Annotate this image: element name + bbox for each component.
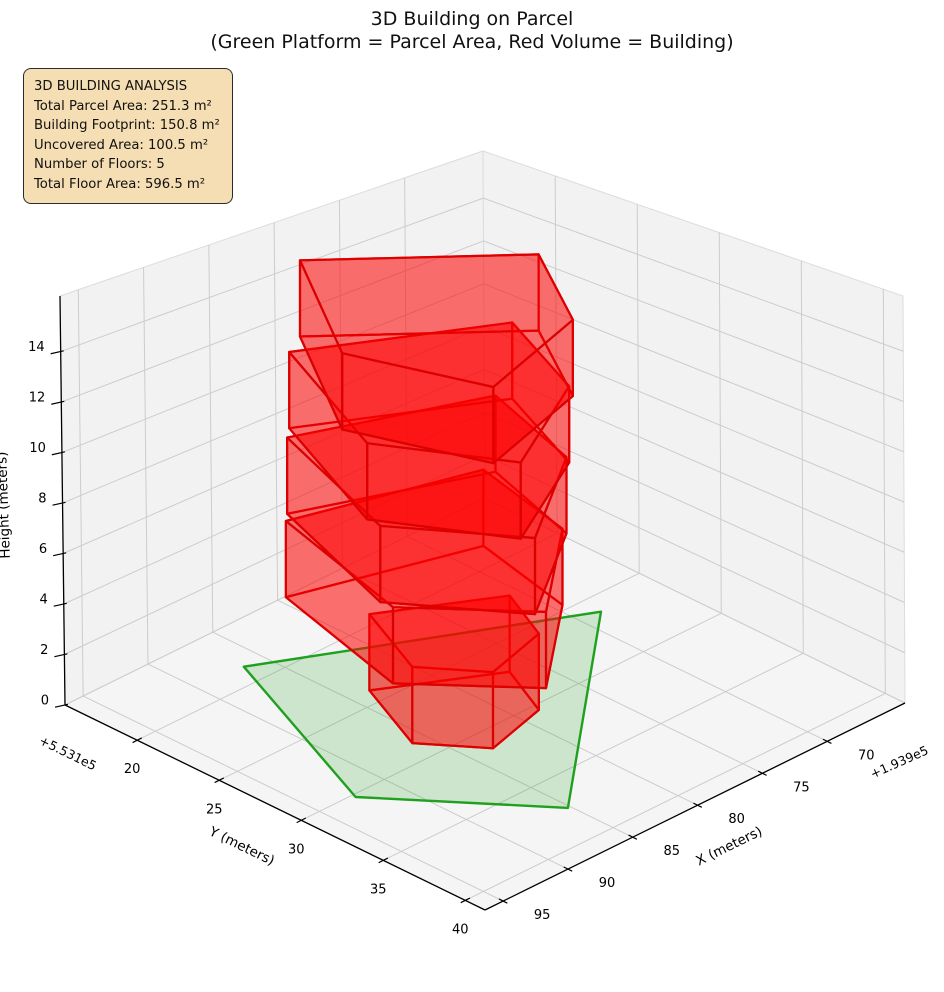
- z-tick-mark: [51, 400, 65, 405]
- z-tick-mark: [54, 703, 69, 708]
- grid-line-z-right: [483, 240, 904, 402]
- info-box-line-floor-area: Total Floor Area: 596.5 m²: [34, 176, 206, 192]
- x-axis-spine: [484, 702, 906, 911]
- grid-line-x-wall: [273, 222, 279, 601]
- grid-line-z-left: [60, 197, 484, 353]
- grid-line-z-right: [484, 411, 905, 603]
- grid-line-y-floor: [136, 532, 558, 741]
- grid-line-x-floor: [277, 599, 698, 806]
- grid-line-z-right: [484, 369, 905, 553]
- grid-line-z-left: [61, 240, 484, 403]
- grid-line-y-floor: [383, 652, 804, 861]
- y-tick-label: 35: [370, 882, 387, 897]
- x-tick-label: 70: [858, 748, 875, 763]
- grid-line-x-floor: [407, 535, 828, 742]
- y-axis-spine: [64, 704, 486, 911]
- z-tick-label: 2: [40, 643, 48, 658]
- grid-line-z-left: [62, 369, 485, 554]
- grid-line-z-right: [483, 283, 904, 453]
- z-tick-mark: [53, 552, 67, 557]
- plot-title-line1: 3D Building on Parcel: [370, 8, 574, 30]
- y-axis-offset-text: +5.531e5: [37, 733, 99, 774]
- z-tick-label: 12: [29, 391, 46, 406]
- y-axis-label: Y (meters): [206, 823, 277, 869]
- grid-line-y-wall: [882, 289, 886, 694]
- info-box-title: 3D BUILDING ANALYSIS: [34, 79, 188, 94]
- building-floor2-side-face: [391, 606, 548, 690]
- grid-line-y-floor: [301, 612, 722, 821]
- analysis-info-box: 3D BUILDING ANALYSIS Total Parcel Area: …: [23, 68, 233, 204]
- z-tick-label: 6: [39, 542, 47, 557]
- grid-line-y-wall: [554, 175, 558, 534]
- y-tick-mark: [378, 857, 389, 864]
- grid-line-y-wall: [800, 260, 804, 654]
- x-tick-mark: [498, 898, 508, 904]
- z-tick-mark: [53, 602, 67, 607]
- parcel-polygon: [242, 610, 603, 810]
- grid-line-y-wall: [636, 204, 640, 574]
- x-tick-mark: [822, 738, 832, 744]
- building-floor1-top-face: [368, 594, 541, 674]
- x-tick-mark: [563, 866, 573, 872]
- z-axis-spine: [59, 295, 66, 706]
- z-axis-label: Height (meters): [0, 451, 14, 559]
- y-tick-mark: [460, 897, 471, 904]
- z-tick-mark: [51, 451, 66, 456]
- grid-line-y-floor: [465, 692, 886, 901]
- x-tick-label: 95: [534, 908, 551, 923]
- x-tick-mark: [628, 834, 638, 840]
- building-floor5-top-face: [298, 253, 575, 389]
- x-axis-offset-text: +1.939e5: [868, 742, 931, 781]
- grid-line-z-left: [64, 497, 486, 706]
- z-tick-mark: [50, 350, 64, 355]
- building-floor3-side-face: [379, 524, 537, 616]
- info-box-line-footprint: Building Footprint: 150.8 m²: [34, 118, 220, 133]
- z-tick-label: 8: [38, 492, 46, 507]
- grid-line-y-floor: [218, 572, 640, 781]
- z-tick-mark: [52, 501, 66, 506]
- z-tick-label: 4: [39, 593, 47, 608]
- grid-line-y-wall: [718, 232, 722, 614]
- plot-title: 3D Building on Parcel (Green Platform = …: [0, 8, 944, 54]
- grid-line-x-wall: [208, 244, 214, 633]
- grid-line-x-floor: [147, 663, 569, 870]
- info-box-line-parcel-area: Total Parcel Area: 251.3 m²: [34, 98, 212, 114]
- y-tick-mark: [214, 777, 225, 784]
- y-tick-label: 40: [452, 922, 469, 937]
- z-tick-label: 14: [28, 340, 45, 355]
- grid-line-z-left: [63, 411, 485, 605]
- info-box-line-uncovered-area: Uncovered Area: 100.5 m²: [34, 137, 209, 153]
- plot-title-line2: (Green Platform = Parcel Area, Red Volum…: [210, 31, 734, 53]
- y-tick-label: 25: [206, 802, 223, 817]
- grid-line-z-right: [483, 326, 905, 503]
- grid-line-z-right: [483, 197, 904, 352]
- y-tick-mark: [132, 737, 143, 744]
- x-tick-label: 75: [793, 780, 810, 795]
- x-tick-label: 80: [728, 812, 745, 827]
- grid-line-x-wall: [404, 177, 408, 537]
- x-tick-mark: [757, 770, 767, 776]
- y-tick-label: 20: [124, 762, 141, 777]
- grid-line-x-wall: [77, 289, 84, 697]
- grid-line-x-floor: [212, 631, 633, 838]
- grid-line-z-left: [61, 283, 484, 453]
- y-tick-label: 30: [288, 842, 305, 857]
- grid-line-x-floor: [82, 695, 504, 902]
- x-tick-label: 85: [664, 844, 681, 859]
- grid-line-x-floor: [342, 567, 763, 774]
- y-tick-mark: [296, 817, 307, 824]
- x-tick-mark: [693, 802, 703, 808]
- x-axis-label: X (meters): [694, 823, 765, 869]
- z-tick-label: 0: [41, 694, 49, 709]
- grid-line-z-right: [484, 497, 906, 704]
- grid-line-z-left: [62, 326, 485, 504]
- grid-line-x-wall: [143, 267, 149, 665]
- z-tick-label: 10: [29, 441, 46, 456]
- info-box-line-num-floors: Number of Floors: 5: [34, 157, 165, 172]
- x-tick-label: 90: [599, 876, 616, 891]
- z-tick-mark: [54, 653, 68, 658]
